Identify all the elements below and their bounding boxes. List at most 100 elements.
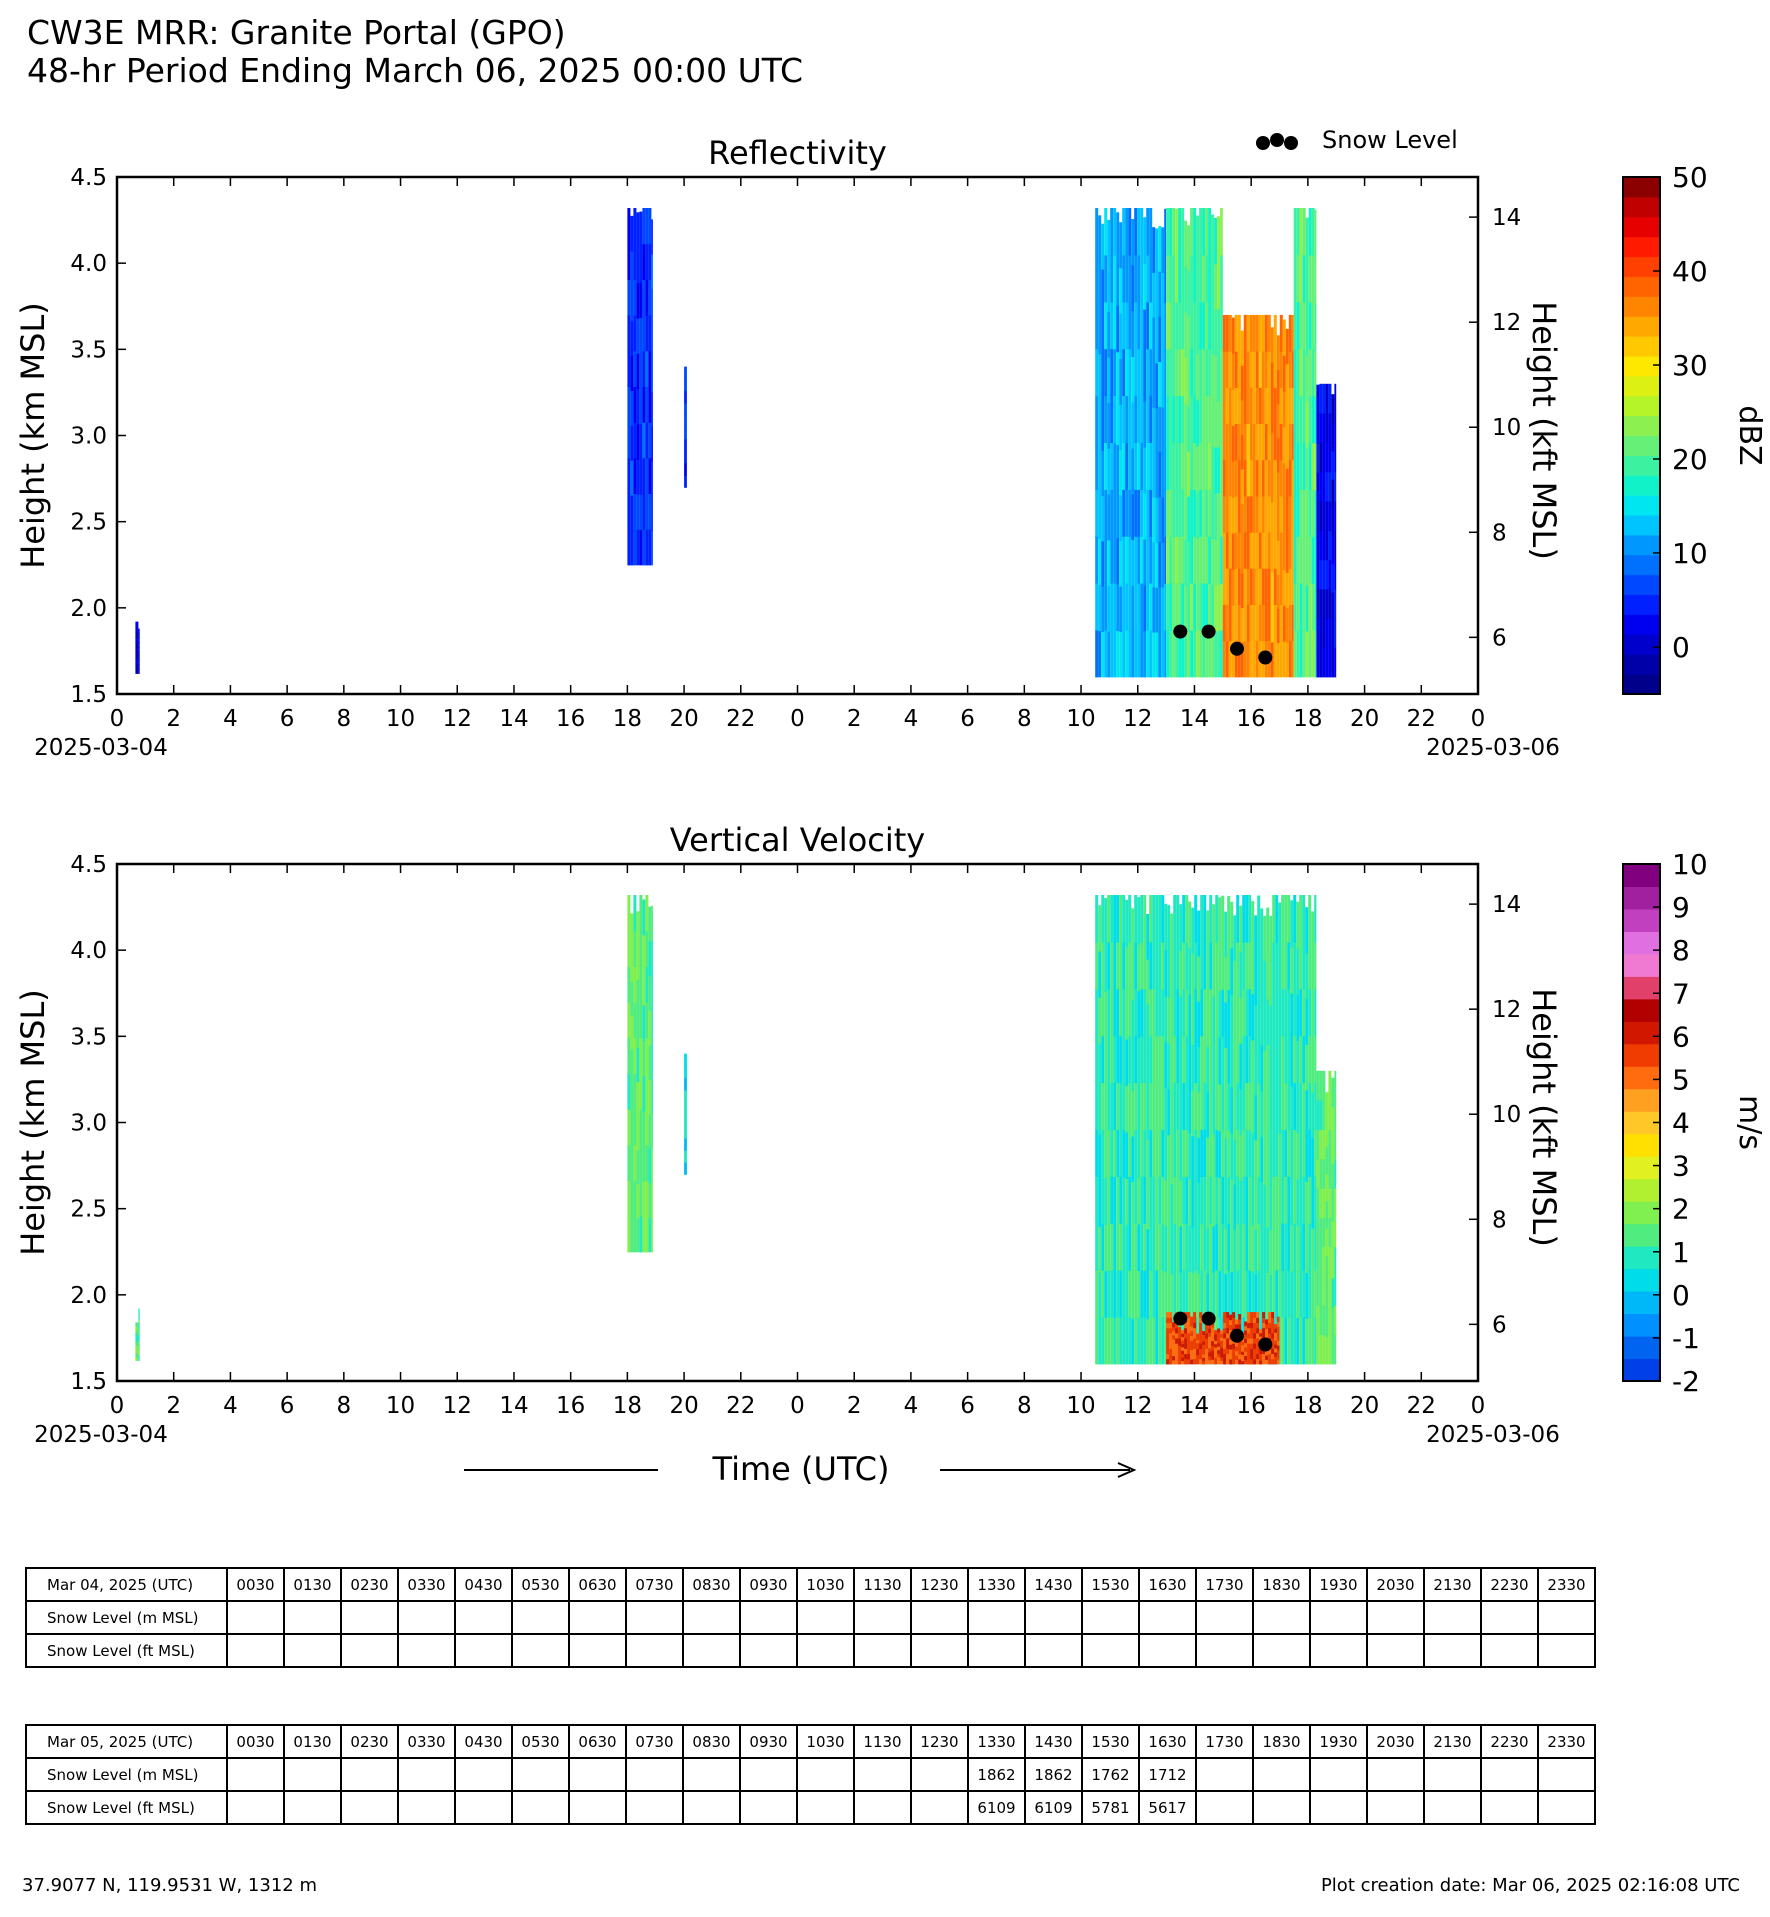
echo-cell	[1104, 348, 1108, 397]
echo-cell	[1175, 536, 1179, 584]
echo-cell	[1236, 1129, 1240, 1177]
echo-cell	[1259, 1356, 1263, 1361]
echo-cell	[633, 1073, 637, 1110]
echo-cell	[1181, 1329, 1185, 1334]
echo-cell	[1125, 583, 1129, 631]
echo-cell	[1134, 536, 1138, 584]
echo-cell	[1214, 630, 1218, 678]
echo-cell	[1134, 254, 1138, 303]
echo-cell	[1244, 1359, 1248, 1365]
echo-cell	[636, 1149, 640, 1185]
echo-cell	[1258, 604, 1262, 642]
echo-cell	[1158, 1316, 1162, 1365]
echo-cell	[1199, 536, 1203, 584]
echo-cell	[1178, 395, 1182, 443]
echo-cell	[1220, 583, 1223, 631]
echo-cell	[1250, 1343, 1254, 1349]
echo-cell	[1146, 958, 1150, 1005]
row-label: Mar 04, 2025 (UTC)	[25, 1567, 228, 1602]
echo-cell	[1119, 1176, 1123, 1224]
echo-cell	[1278, 1271, 1282, 1319]
echo-cell	[1146, 301, 1150, 350]
echo-cell	[1104, 991, 1108, 1039]
echo-cell	[1233, 1184, 1237, 1230]
table-cell	[853, 1600, 912, 1635]
echo-cell	[1196, 1336, 1200, 1341]
echo-cell	[1169, 1358, 1173, 1365]
table-cell	[397, 1633, 456, 1668]
echo-cell	[1134, 1082, 1138, 1130]
echo-cell	[1184, 1322, 1188, 1329]
echo-cell	[1173, 1129, 1177, 1177]
echo-cell	[1229, 1358, 1233, 1365]
echo-cell	[1134, 1035, 1138, 1084]
echo-cell	[1122, 1223, 1126, 1271]
echo-cell	[1205, 301, 1209, 350]
echo-cell	[1255, 351, 1259, 388]
echo-cell	[1311, 911, 1315, 958]
echo-cell	[1146, 348, 1150, 397]
echo-cell	[1196, 353, 1200, 401]
echo-cell	[1288, 314, 1292, 352]
table-cell: 1330	[967, 1724, 1026, 1759]
echo-cell	[1273, 314, 1277, 352]
echo-cell	[1305, 1135, 1309, 1182]
echo-cell	[1217, 492, 1221, 540]
echo-cell	[1244, 1325, 1248, 1331]
echo-cell	[1169, 536, 1173, 584]
echo-cell	[1125, 629, 1129, 678]
echo-cell	[1253, 1358, 1257, 1365]
echo-cell	[1293, 1129, 1297, 1177]
table-cell: 5617	[1138, 1790, 1197, 1825]
echo-cell	[1277, 1354, 1280, 1360]
echo-cell	[1314, 443, 1317, 491]
echo-cell	[642, 1146, 646, 1182]
echo-cell	[1243, 532, 1247, 569]
echo-cell	[1293, 1035, 1297, 1084]
echo-cell	[1266, 1044, 1270, 1091]
echo-cell	[1104, 944, 1108, 992]
echo-cell	[1325, 442, 1329, 473]
echo-cell	[1208, 254, 1212, 303]
echo-cell	[1107, 494, 1111, 541]
echo-cell	[1140, 301, 1144, 350]
echo-cell	[1104, 489, 1108, 537]
echo-cell	[1311, 254, 1315, 303]
echo-cell	[1175, 1322, 1179, 1329]
echo-cell	[1234, 459, 1238, 497]
colorbar-tick-label: -1	[1672, 1322, 1700, 1355]
echo-cell	[1175, 1327, 1179, 1334]
echo-cell	[1166, 1332, 1170, 1339]
echo-cell	[1242, 895, 1246, 943]
echo-cell	[1234, 532, 1238, 569]
echo-cell	[1193, 629, 1197, 678]
echo-cell	[1149, 348, 1153, 397]
echo-cell	[639, 1144, 643, 1181]
echo-cell	[642, 1040, 646, 1077]
echo-cell	[645, 1073, 649, 1110]
echo-cell	[1271, 1337, 1275, 1344]
echo-cell	[138, 1324, 140, 1330]
y-right-tick-label: 8	[1492, 520, 1507, 546]
echo-cell	[1190, 1321, 1194, 1327]
colorbar-swatch	[1623, 1088, 1660, 1112]
echo-cell	[1202, 1350, 1206, 1355]
echo-cell	[1122, 489, 1126, 537]
echo-cell	[138, 637, 140, 643]
echo-cell	[1238, 1358, 1242, 1365]
echo-cell	[1331, 648, 1335, 678]
echo-cell	[1199, 442, 1203, 490]
echo-cell	[1221, 1223, 1225, 1271]
table-cell	[340, 1790, 399, 1825]
echo-cell	[1240, 399, 1244, 435]
echo-cell	[1194, 988, 1198, 1037]
table-cell	[1081, 1600, 1140, 1635]
echo-cell	[1208, 1351, 1212, 1357]
echo-cell	[1334, 1217, 1337, 1248]
echo-cell	[1191, 907, 1195, 954]
echo-cell	[642, 457, 646, 494]
echo-cell	[1206, 1001, 1210, 1047]
echo-cell	[1305, 1181, 1309, 1228]
echo-cell	[1245, 941, 1249, 990]
echo-cell	[1158, 586, 1162, 633]
